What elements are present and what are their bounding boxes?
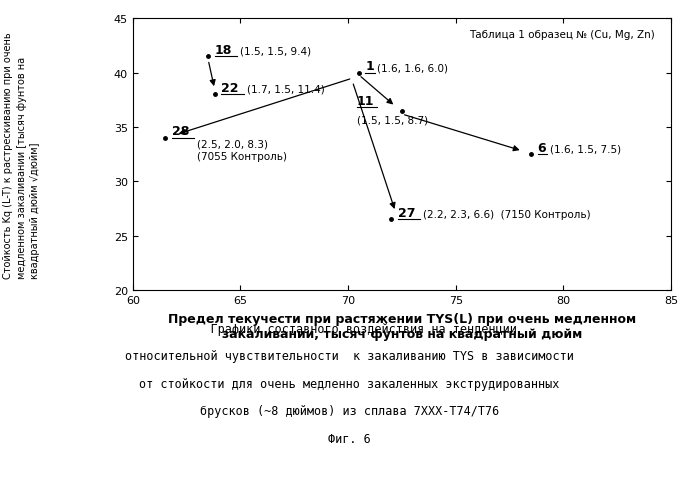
Text: 22: 22 <box>221 82 238 95</box>
Text: Стойкость Kq (L-T) к растрескиванию при очень
медленном закаливании [тысяч фунто: Стойкость Kq (L-T) к растрескиванию при … <box>3 32 40 278</box>
Text: (1.6, 1.6, 6.0): (1.6, 1.6, 6.0) <box>377 63 448 73</box>
Text: Таблица 1 образец № (Cu, Mg, Zn): Таблица 1 образец № (Cu, Mg, Zn) <box>469 30 655 40</box>
Text: от стойкости для очень медленно закаленных экструдированных: от стойкости для очень медленно закаленн… <box>139 377 560 390</box>
Text: 27: 27 <box>398 206 415 219</box>
Text: брусков (~8 дюймов) из сплава 7XXX-T74/T76: брусков (~8 дюймов) из сплава 7XXX-T74/T… <box>200 405 499 418</box>
Text: 18: 18 <box>215 44 232 57</box>
Text: 11: 11 <box>356 95 374 108</box>
X-axis label: Предел текучести при растяжении TYS(L) при очень медленном
закаливании, тысяч фу: Предел текучести при растяжении TYS(L) п… <box>168 312 636 340</box>
Text: (2.2, 2.3, 6.6)  (7150 Контроль): (2.2, 2.3, 6.6) (7150 Контроль) <box>424 210 591 219</box>
Text: (1.6, 1.5, 7.5): (1.6, 1.5, 7.5) <box>551 144 621 154</box>
Text: (2.5, 2.0, 8.3)
(7055 Контроль): (2.5, 2.0, 8.3) (7055 Контроль) <box>197 140 287 161</box>
Text: (1.5, 1.5, 9.4): (1.5, 1.5, 9.4) <box>240 47 312 57</box>
Text: Фиг. 6: Фиг. 6 <box>328 432 371 445</box>
Text: Графики составного воздействия на тенденции: Графики составного воздействия на тенден… <box>182 322 517 335</box>
Text: относительной чувствительности  к закаливанию TYS в зависимости: относительной чувствительности к закалив… <box>125 349 574 363</box>
Text: 1: 1 <box>366 60 374 73</box>
Text: (1.5, 1.5, 8.7): (1.5, 1.5, 8.7) <box>356 115 428 125</box>
Text: (1.7, 1.5, 11.4): (1.7, 1.5, 11.4) <box>247 85 324 95</box>
Text: 6: 6 <box>538 141 546 154</box>
Text: 28: 28 <box>171 125 189 138</box>
